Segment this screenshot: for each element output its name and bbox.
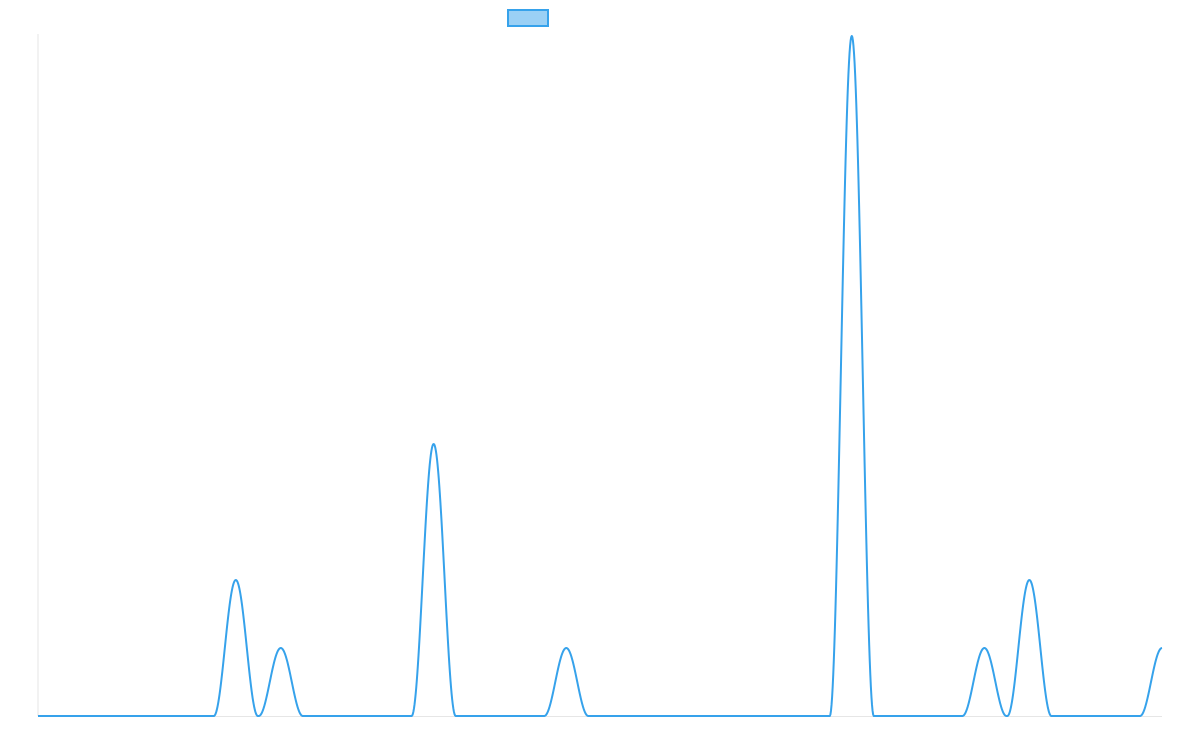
- data-point: [799, 713, 805, 719]
- legend[interactable]: [507, 9, 549, 27]
- axes-layer: [37, 34, 1162, 717]
- data-point: [664, 713, 670, 719]
- legend-swatch[interactable]: [507, 9, 549, 27]
- data-point: [1114, 713, 1120, 719]
- data-point: [844, 101, 850, 107]
- data-point: [1024, 580, 1030, 586]
- data-point: [170, 713, 176, 719]
- data-point: [440, 538, 446, 544]
- data-point: [934, 713, 940, 719]
- data-point: [1159, 645, 1165, 651]
- series-line: [37, 35, 1163, 717]
- data-point: [125, 713, 131, 719]
- series-layer: [35, 35, 1165, 719]
- data-point: [485, 713, 491, 719]
- data-point: [619, 713, 625, 719]
- data-point: [350, 713, 356, 719]
- data-point: [395, 713, 401, 719]
- data-point: [215, 702, 221, 708]
- data-point: [709, 713, 715, 719]
- data-point: [575, 680, 581, 686]
- data-point: [1069, 713, 1075, 719]
- data-point: [305, 713, 311, 719]
- data-point: [80, 713, 86, 719]
- data-point: [889, 713, 895, 719]
- data-point: [754, 713, 760, 719]
- data-point: [260, 707, 266, 713]
- data-point: [530, 713, 536, 719]
- data-point: [979, 647, 985, 653]
- data-point: [35, 713, 41, 719]
